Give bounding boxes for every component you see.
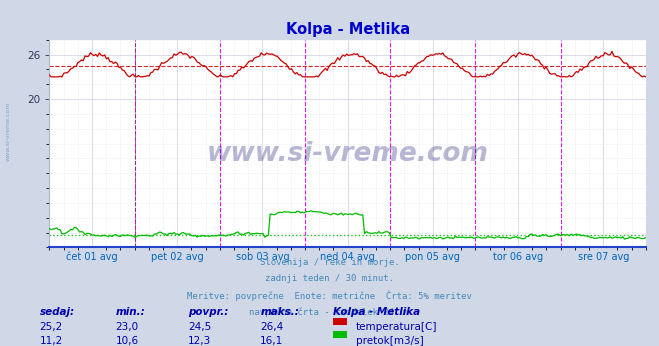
Text: Kolpa - Metlika: Kolpa - Metlika xyxy=(333,307,420,317)
Text: 26,4: 26,4 xyxy=(260,322,283,333)
Title: Kolpa - Metlika: Kolpa - Metlika xyxy=(285,22,410,37)
Text: zadnji teden / 30 minut.: zadnji teden / 30 minut. xyxy=(265,274,394,283)
Text: 12,3: 12,3 xyxy=(188,336,211,346)
Text: 24,5: 24,5 xyxy=(188,322,211,333)
Text: www.si-vreme.com: www.si-vreme.com xyxy=(5,102,11,161)
Text: povpr.:: povpr.: xyxy=(188,307,228,317)
Text: maks.:: maks.: xyxy=(260,307,299,317)
Text: min.:: min.: xyxy=(115,307,145,317)
Text: 23,0: 23,0 xyxy=(115,322,138,333)
Text: navpična črta - razdelek 24 ur: navpična črta - razdelek 24 ur xyxy=(249,308,410,317)
Text: 16,1: 16,1 xyxy=(260,336,283,346)
Text: 11,2: 11,2 xyxy=(40,336,63,346)
Text: temperatura[C]: temperatura[C] xyxy=(356,322,438,333)
Text: pretok[m3/s]: pretok[m3/s] xyxy=(356,336,424,346)
Text: www.si-vreme.com: www.si-vreme.com xyxy=(207,141,488,167)
Text: 25,2: 25,2 xyxy=(40,322,63,333)
Text: 10,6: 10,6 xyxy=(115,336,138,346)
Text: Slovenija / reke in morje.: Slovenija / reke in morje. xyxy=(260,258,399,267)
Text: sedaj:: sedaj: xyxy=(40,307,74,317)
Text: Meritve: povprečne  Enote: metrične  Črta: 5% meritev: Meritve: povprečne Enote: metrične Črta:… xyxy=(187,291,472,301)
